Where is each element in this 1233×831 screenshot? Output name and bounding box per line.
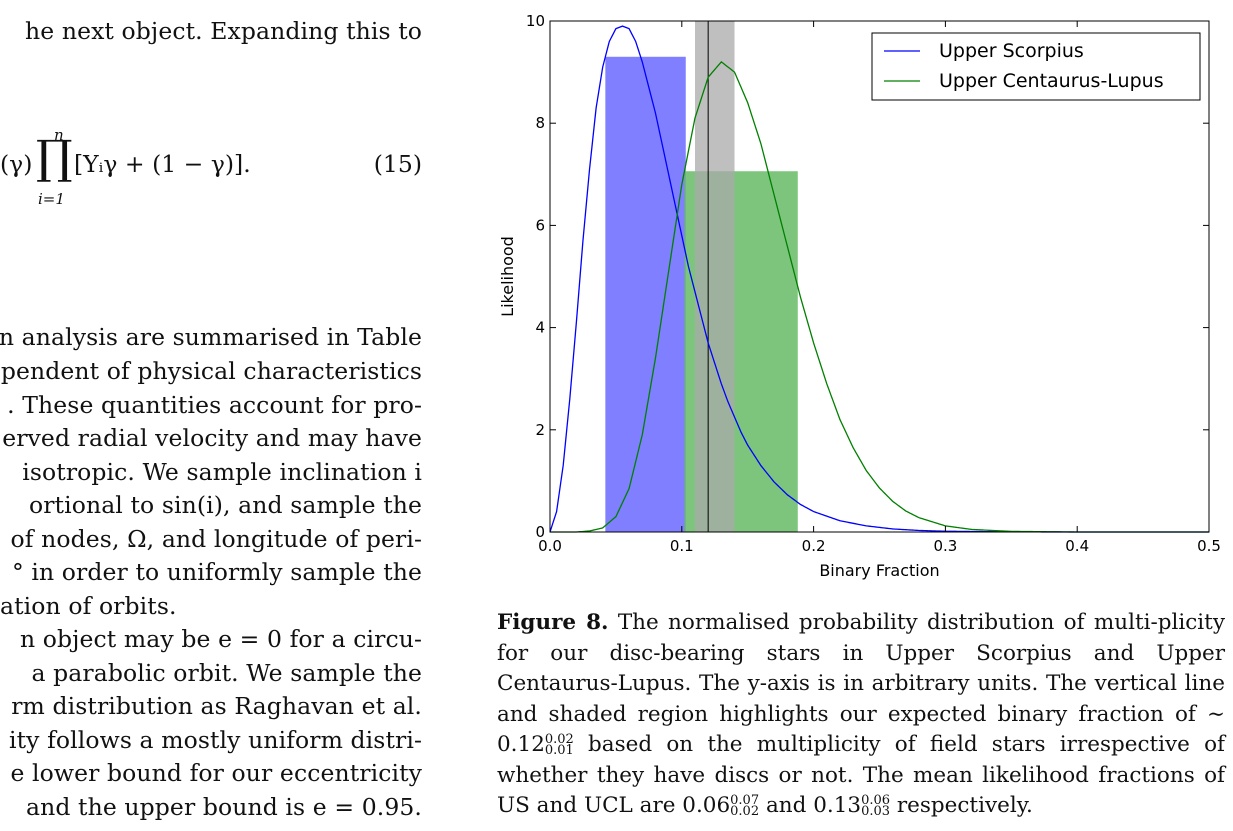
text-line: ortional to sin(i), and sample the <box>28 491 422 519</box>
figure-8: 0.0 0.1 0.2 0.3 0.4 0.5 0 2 4 6 8 10 Binary Fraction… <box>490 0 1233 600</box>
caption-text: The normalised probability distribution … <box>497 610 1225 757</box>
legend-label: Upper Centaurus-Lupus <box>939 70 1164 92</box>
x-tick-label: 0.5 <box>1197 537 1221 555</box>
text-line: n object may be e = 0 for a circu- <box>19 625 422 653</box>
x-tick-label: 0.2 <box>802 537 826 555</box>
text-line: pendent of physical characteristics <box>0 357 422 385</box>
text-line: e lower bound for our eccentricity <box>10 759 422 787</box>
product-lower-limit: i=1 <box>38 190 65 208</box>
equation-rhs: [Υᵢγ + (1 − γ)]. <box>74 150 251 178</box>
x-tick-label: 0.3 <box>933 537 957 555</box>
expected-fraction-band <box>694 21 735 532</box>
y-tick-label: 8 <box>535 114 545 132</box>
y-tick-label: 2 <box>535 421 545 439</box>
text-line: ity follows a mostly uniform distri- <box>8 726 422 754</box>
caption-text: respectively. <box>890 793 1033 818</box>
text-line: an analysis are summarised in Table <box>0 323 422 351</box>
product-symbol: ∏ <box>36 130 73 184</box>
text-line: . These quantities account for pro- <box>7 391 422 419</box>
upper-uncertainty: 0.02 <box>544 732 574 747</box>
text-line: he next object. Expanding this to <box>25 17 422 45</box>
uncertainty-stack: 0.06 0.03 <box>861 793 891 819</box>
lower-uncertainty: 0.01 <box>544 743 574 758</box>
x-tick-label: 0.4 <box>1065 537 1089 555</box>
shaded-region-upper-scorpius <box>605 56 686 533</box>
text-line: rm distribution as Raghavan et al. <box>11 692 422 720</box>
caption-text: based on the multiplicity of field stars… <box>497 732 1225 818</box>
text-line: and the upper bound is e = 0.95. <box>26 793 422 821</box>
y-axis-label: Likelihood <box>498 236 517 317</box>
legend-label: Upper Scorpius <box>939 40 1084 62</box>
text-line: ation of orbits. <box>0 592 177 620</box>
left-text-column: he next object. Expanding this to (γ) n … <box>0 0 430 831</box>
y-tick-label: 4 <box>535 319 545 337</box>
uncertainty-stack: 0.02 0.01 <box>544 732 574 758</box>
upper-uncertainty: 0.06 <box>861 793 891 808</box>
legend-box <box>871 32 1201 101</box>
text-line: erved radial velocity and may have <box>2 424 422 452</box>
text-line: isotropic. We sample inclination i <box>22 458 422 486</box>
text-line: ° in order to uniformly sample the <box>11 558 422 586</box>
y-tick-label: 6 <box>535 216 545 234</box>
uncertainty-stack: 0.07 0.02 <box>730 793 760 819</box>
y-tick-label: 10 <box>526 12 545 30</box>
text-line: of nodes, Ω, and longitude of peri- <box>10 525 422 553</box>
x-axis-label: Binary Fraction <box>819 561 939 580</box>
caption-label: Figure 8. <box>497 610 609 635</box>
equation-lhs: (γ) <box>0 150 33 178</box>
upper-uncertainty: 0.07 <box>730 793 760 808</box>
x-tick-label: 0.1 <box>670 537 694 555</box>
likelihood-chart: 0.0 0.1 0.2 0.3 0.4 0.5 0 2 4 6 8 10 Binary Fraction… <box>498 12 1221 580</box>
y-tick-label: 0 <box>535 523 545 541</box>
x-tick-label: 0.0 <box>538 537 562 555</box>
text-line: a parabolic orbit. We sample the <box>31 659 422 687</box>
figure-caption: Figure 8. The normalised probability dis… <box>497 608 1225 822</box>
product-upper-limit: n <box>54 126 64 144</box>
caption-text: and 0.13 <box>759 793 862 818</box>
equation-number: (15) <box>373 150 422 178</box>
lower-uncertainty: 0.03 <box>861 804 891 819</box>
plot-frame <box>549 20 1210 533</box>
lower-uncertainty: 0.02 <box>730 804 760 819</box>
